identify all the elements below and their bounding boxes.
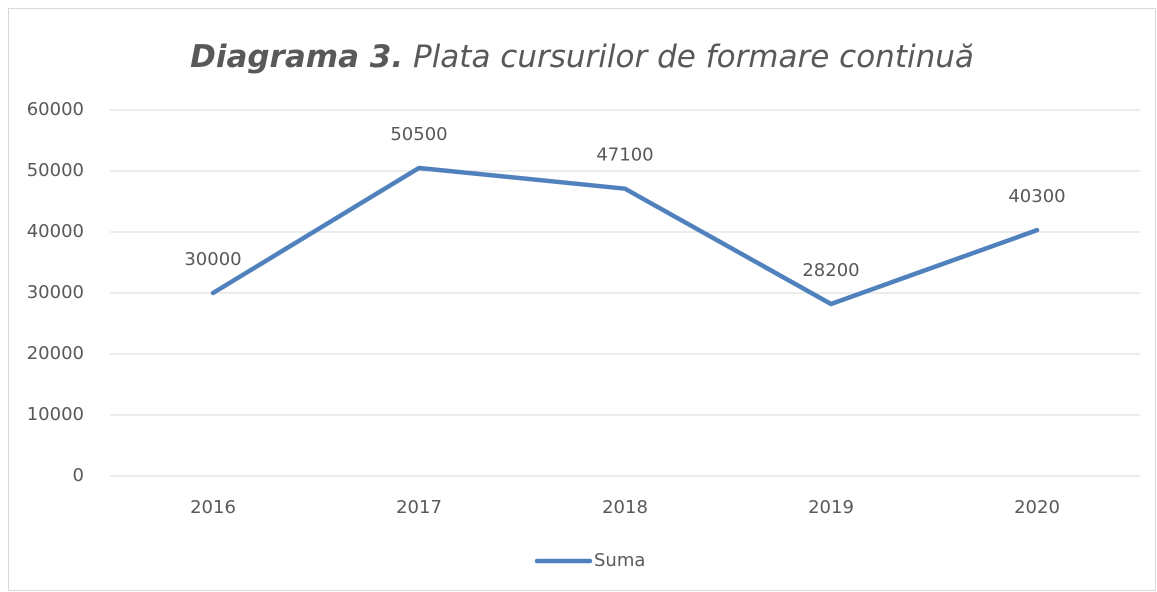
y-tick-label: 30000 xyxy=(27,282,84,303)
y-tick-label: 40000 xyxy=(27,221,84,242)
legend-label: Suma xyxy=(594,550,645,571)
x-tick-label: 2019 xyxy=(808,497,854,518)
data-label: 50500 xyxy=(390,124,447,145)
data-label: 47100 xyxy=(596,145,653,166)
x-tick-label: 2020 xyxy=(1014,497,1060,518)
y-tick-label: 50000 xyxy=(27,160,84,181)
title-text: Plata cursurilor de formare continuă xyxy=(413,39,974,75)
y-tick-label: 20000 xyxy=(27,343,84,364)
y-tick-label: 0 xyxy=(73,465,84,486)
x-tick-label: 2016 xyxy=(190,497,236,518)
title-gap xyxy=(403,39,413,75)
x-tick-label: 2018 xyxy=(602,497,648,518)
data-label: 40300 xyxy=(1008,186,1065,207)
chart-title: Diagrama 3. Plata cursurilor de formare … xyxy=(190,39,974,75)
y-tick-label: 60000 xyxy=(27,99,84,120)
data-label: 28200 xyxy=(802,260,859,281)
x-tick-label: 2017 xyxy=(396,497,442,518)
title-label: Diagrama 3. xyxy=(190,39,403,75)
chart-border xyxy=(8,8,1156,591)
data-label: 30000 xyxy=(184,249,241,270)
series-line xyxy=(210,165,1040,307)
y-tick-label: 10000 xyxy=(27,404,84,425)
